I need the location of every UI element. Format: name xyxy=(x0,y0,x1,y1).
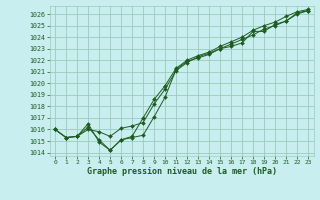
X-axis label: Graphe pression niveau de la mer (hPa): Graphe pression niveau de la mer (hPa) xyxy=(87,167,276,176)
